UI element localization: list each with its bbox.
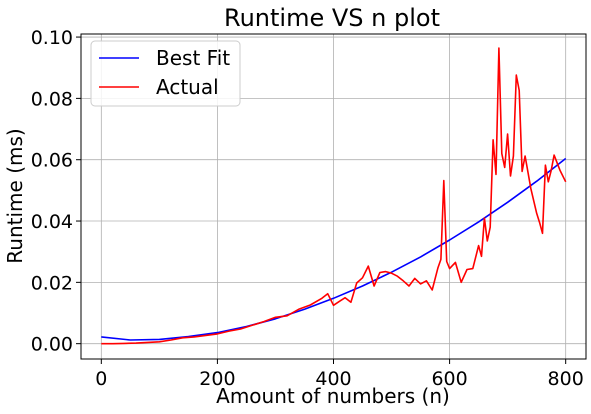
y-axis-label: Runtime (ms) [3,128,27,263]
y-tick-label: 0.06 [31,150,73,172]
series-line-best-fit [101,157,567,341]
series-layer [101,47,567,345]
y-tick-label: 0.10 [31,27,73,49]
grid [81,34,586,359]
series-line-actual [101,47,567,345]
legend: Best Fit Actual [90,40,241,107]
legend-label-actual: Actual [156,75,219,99]
y-tick-label: 0.02 [31,272,73,294]
y-tick-label: 0.04 [31,211,73,233]
chart-title: Runtime VS n plot [224,4,440,32]
legend-label-best-fit: Best Fit [156,46,230,70]
x-tick-label: 200 [199,368,235,390]
x-axis-label: Amount of numbers (n) [216,384,450,408]
x-tick-label: 600 [431,368,467,390]
x-tick-label: 0 [95,368,107,390]
y-tick-label: 0.08 [31,88,73,110]
ticks: 0 200 400 600 800 0.00 0.02 0.04 0.06 0.08 0.10 [31,27,584,390]
x-tick-label: 800 [548,368,584,390]
x-tick-label: 400 [315,368,351,390]
y-tick-label: 0.00 [31,334,73,356]
